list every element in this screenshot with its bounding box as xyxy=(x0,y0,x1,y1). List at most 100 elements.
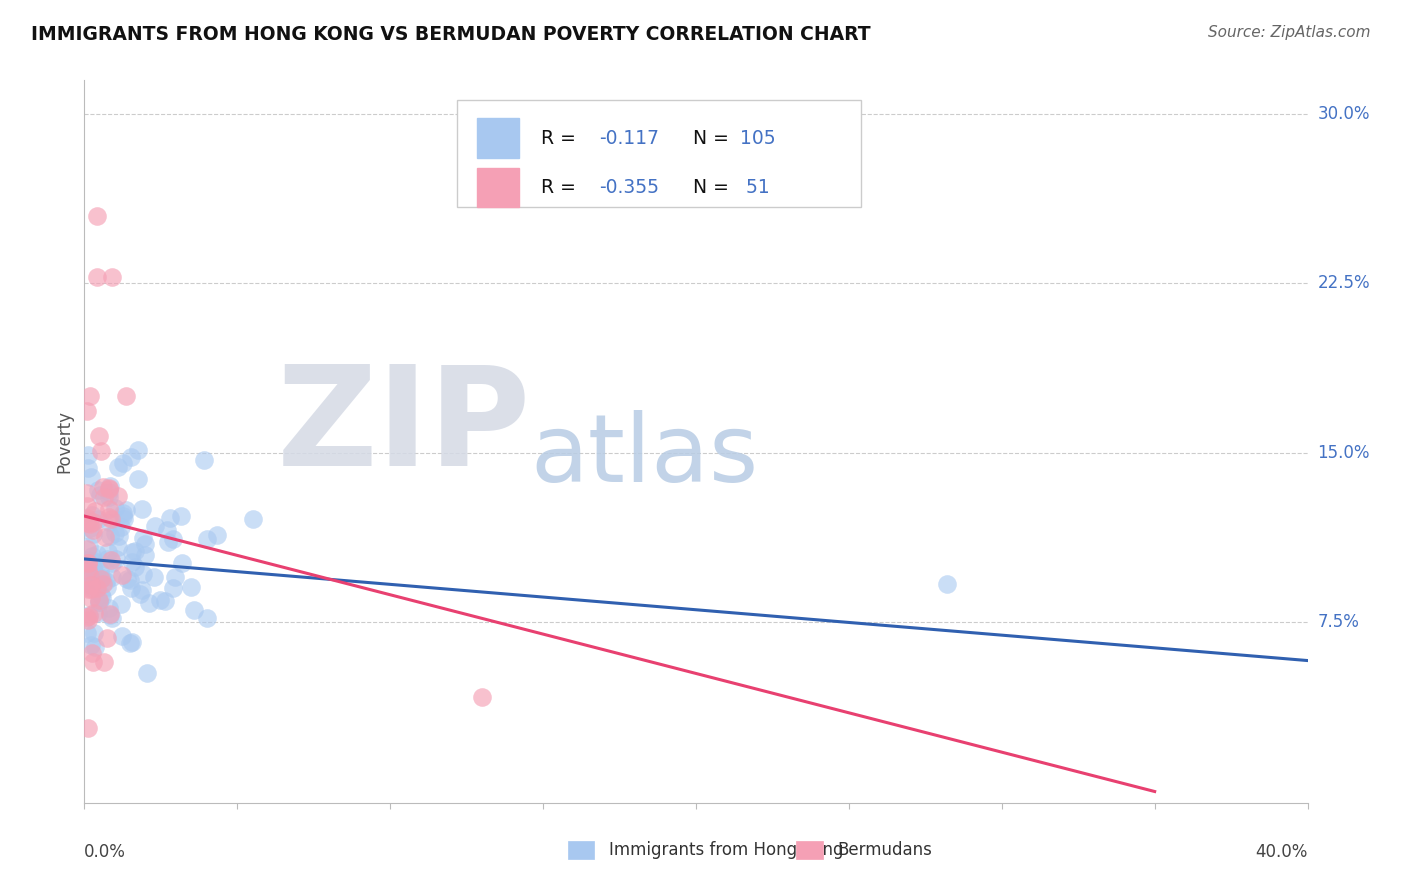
Point xyxy=(82,576,104,591)
Point xyxy=(98,485,121,500)
Point xyxy=(82,524,104,538)
Point xyxy=(114,503,136,517)
Point xyxy=(76,486,98,500)
Point xyxy=(83,607,105,621)
FancyBboxPatch shape xyxy=(457,100,860,207)
Point xyxy=(76,511,98,525)
Text: 22.5%: 22.5% xyxy=(1317,275,1369,293)
Point xyxy=(89,429,111,443)
Text: -0.355: -0.355 xyxy=(599,178,659,197)
Text: 105: 105 xyxy=(740,128,776,148)
Point xyxy=(143,519,166,533)
Point xyxy=(153,594,176,608)
Point xyxy=(86,567,108,582)
Point xyxy=(195,532,218,546)
Point xyxy=(183,603,205,617)
Point xyxy=(149,593,172,607)
Point xyxy=(83,566,105,581)
Point xyxy=(80,646,103,660)
Bar xyxy=(568,841,595,859)
Point xyxy=(132,567,155,582)
Text: 30.0%: 30.0% xyxy=(1317,105,1369,123)
Point xyxy=(76,625,98,640)
Text: 7.5%: 7.5% xyxy=(1317,613,1360,632)
Point xyxy=(138,596,160,610)
Point xyxy=(110,520,132,534)
Point xyxy=(83,626,105,640)
Point xyxy=(170,556,193,570)
Point xyxy=(101,269,124,284)
Point xyxy=(108,528,131,542)
Point xyxy=(94,530,117,544)
Point xyxy=(100,553,122,567)
Point xyxy=(193,453,215,467)
Point xyxy=(83,554,105,568)
Point xyxy=(98,479,121,493)
Point xyxy=(101,557,124,571)
Point xyxy=(87,607,110,621)
Point xyxy=(112,507,135,521)
Point xyxy=(80,508,103,522)
Point xyxy=(93,655,115,669)
Point xyxy=(76,563,98,577)
Point xyxy=(80,549,103,563)
Point xyxy=(76,575,98,590)
Point xyxy=(157,535,180,549)
Text: R =: R = xyxy=(541,178,582,197)
Text: IMMIGRANTS FROM HONG KONG VS BERMUDAN POVERTY CORRELATION CHART: IMMIGRANTS FROM HONG KONG VS BERMUDAN PO… xyxy=(31,25,870,44)
Point xyxy=(162,533,184,547)
Point xyxy=(127,442,149,457)
Point xyxy=(91,576,114,591)
Bar xyxy=(477,119,519,158)
Point xyxy=(77,608,100,623)
Point xyxy=(101,611,124,625)
Bar xyxy=(477,168,519,207)
Text: 15.0%: 15.0% xyxy=(1317,444,1369,462)
Point xyxy=(195,610,218,624)
Point xyxy=(82,655,104,669)
Point xyxy=(94,574,117,588)
Point xyxy=(111,456,134,470)
Text: ZIP: ZIP xyxy=(277,359,531,494)
Point xyxy=(79,517,101,532)
Point xyxy=(159,510,181,524)
Point xyxy=(120,450,142,464)
Point xyxy=(124,559,146,574)
Point xyxy=(76,553,98,567)
Text: N =: N = xyxy=(682,128,735,148)
Point xyxy=(79,539,101,553)
Point xyxy=(134,549,156,563)
Text: 51: 51 xyxy=(740,178,769,197)
Point xyxy=(86,209,108,223)
Point xyxy=(87,483,110,498)
Point xyxy=(100,570,122,584)
Point xyxy=(83,503,105,517)
Point xyxy=(98,601,121,615)
Point xyxy=(82,562,104,576)
Point xyxy=(84,640,107,655)
Point xyxy=(84,556,107,570)
Point xyxy=(112,512,135,526)
Point xyxy=(131,583,153,598)
Point xyxy=(136,666,159,681)
Point xyxy=(180,580,202,594)
Point xyxy=(170,508,193,523)
Point xyxy=(107,460,129,475)
Point xyxy=(87,512,110,526)
Point xyxy=(121,634,143,648)
Text: -0.117: -0.117 xyxy=(599,128,659,148)
Point xyxy=(98,509,121,524)
Point xyxy=(120,581,142,595)
Point xyxy=(205,528,228,542)
Point xyxy=(124,543,146,558)
Y-axis label: Poverty: Poverty xyxy=(55,410,73,473)
Point xyxy=(91,591,114,605)
Text: Source: ZipAtlas.com: Source: ZipAtlas.com xyxy=(1208,25,1371,40)
Point xyxy=(77,556,100,570)
Point xyxy=(80,578,103,592)
Point xyxy=(121,555,143,569)
Point xyxy=(98,607,121,621)
Point xyxy=(115,572,138,586)
Point xyxy=(80,469,103,483)
Point xyxy=(77,516,100,530)
